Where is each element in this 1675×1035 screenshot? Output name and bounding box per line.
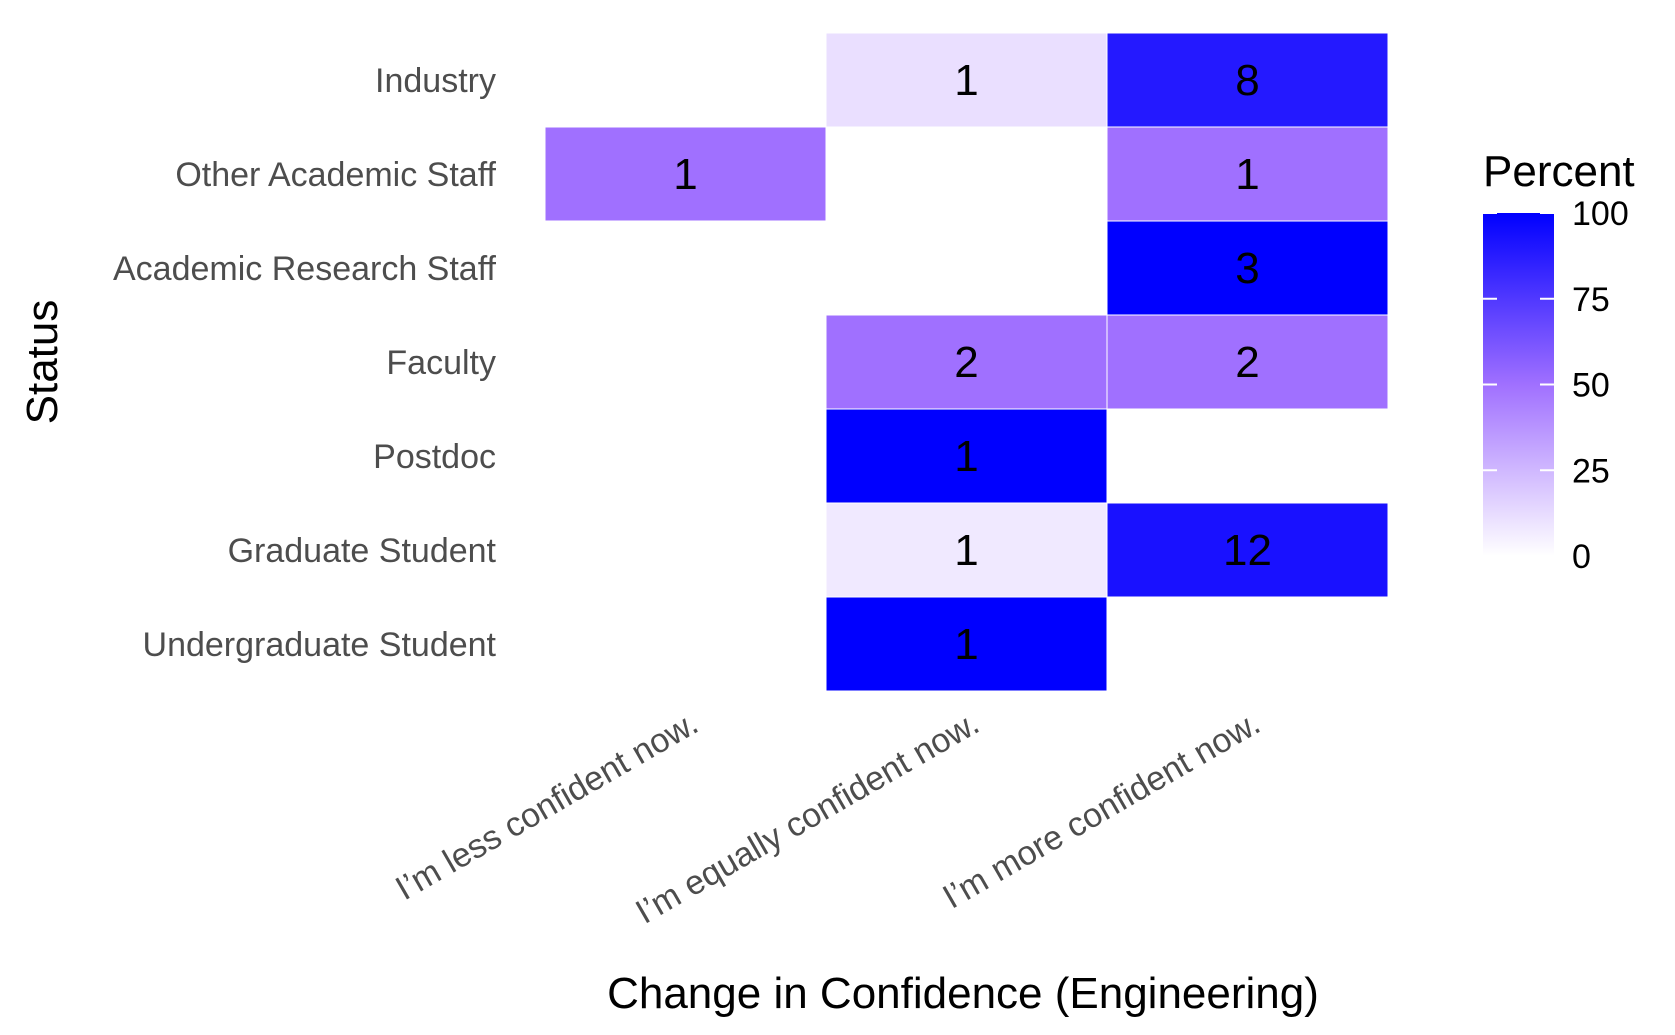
y-tick-graduate-student: Graduate Student (228, 532, 497, 570)
heatmap-cell-undergraduate-student-2 (825, 596, 1108, 692)
heatmap-cells: 1 8 1 1 3 2 2 1 1 12 1 (544, 32, 1389, 692)
heatmap-cell-faculty-2 (825, 314, 1108, 410)
x-tick-labels: I’m less confident now.I’m equally confi… (389, 704, 1266, 932)
heatmap-cell-faculty-3 (1106, 314, 1389, 410)
cell-count-label: 8 (1235, 56, 1259, 105)
y-tick-postdoc: Postdoc (373, 438, 496, 476)
legend-tick-label: 0 (1572, 538, 1591, 576)
heatmap-cell-postdoc-2 (825, 408, 1108, 504)
color-legend: Percent 0 25 50 75 100 (1483, 147, 1635, 576)
legend-tick-label: 50 (1572, 367, 1610, 405)
legend-ticks: 0 25 50 75 100 (1483, 195, 1629, 576)
cell-count-label: 1 (954, 56, 978, 105)
heatmap-cell-other-academic-staff-3 (1106, 126, 1389, 222)
y-tick-undergraduate-student: Undergraduate Student (143, 626, 497, 664)
y-tick-industry: Industry (375, 62, 496, 100)
heatmap-cell-industry-3 (1106, 32, 1389, 128)
cell-count-label: 1 (954, 620, 978, 669)
heatmap-cell-graduate-student-3 (1106, 502, 1389, 598)
legend-tick-label: 75 (1572, 281, 1610, 319)
legend-tick-label: 25 (1572, 452, 1610, 490)
heatmap-cell-other-academic-staff-1 (544, 126, 827, 222)
cell-count-label: 2 (1235, 338, 1259, 387)
y-tick-labels: Industry Other Academic Staff Academic Res… (113, 62, 497, 664)
y-axis-title: Status (18, 300, 67, 425)
cell-count-label: 1 (954, 526, 978, 575)
y-tick-faculty: Faculty (386, 344, 496, 382)
x-tick-3: I’m more confident now. (937, 704, 1267, 916)
cell-count-label: 3 (1235, 244, 1259, 293)
y-tick-other-academic-staff: Other Academic Staff (175, 156, 496, 194)
cell-count-label: 1 (954, 432, 978, 481)
legend-tick-label: 100 (1572, 195, 1629, 233)
x-tick-1: I’m less confident now. (389, 704, 704, 908)
x-axis-title: Change in Confidence (Engineering) (607, 969, 1319, 1018)
cell-count-label: 12 (1223, 526, 1272, 575)
legend-title: Percent (1483, 147, 1635, 196)
cell-count-label: 1 (1235, 150, 1259, 199)
heatmap-cell-academic-research-staff-3 (1106, 220, 1389, 316)
cell-count-label: 2 (954, 338, 978, 387)
y-tick-academic-research-staff: Academic Research Staff (113, 250, 497, 288)
cell-count-label: 1 (673, 150, 697, 199)
heatmap-cell-industry-2 (825, 32, 1108, 128)
